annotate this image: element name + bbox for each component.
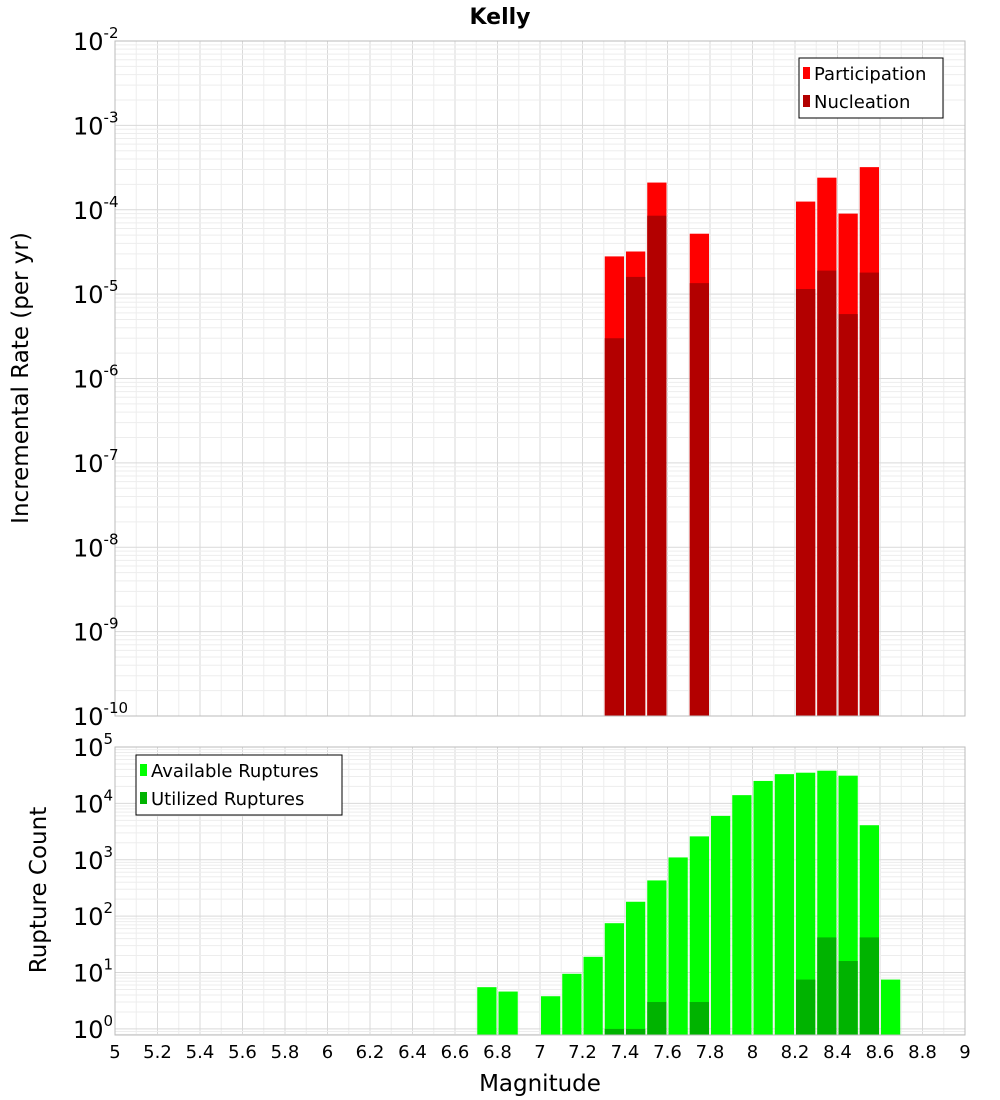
x-tick-label: 5.2 — [143, 1042, 172, 1063]
x-tick-label: 7.6 — [653, 1042, 682, 1063]
bar — [753, 780, 773, 1035]
x-tick-label: 7.2 — [568, 1042, 597, 1063]
bar — [541, 996, 561, 1035]
x-tick-label: 8.4 — [823, 1042, 852, 1063]
bar — [732, 795, 752, 1035]
x-tick-label: 6.2 — [356, 1042, 385, 1063]
y-tick-label: 104 — [73, 786, 113, 818]
bar — [626, 276, 646, 716]
x-tick-label: 8.8 — [908, 1042, 937, 1063]
bar — [498, 991, 518, 1035]
bar — [668, 857, 688, 1035]
y-tick-label: 102 — [73, 899, 113, 931]
bar — [838, 314, 858, 716]
bar — [647, 880, 667, 1035]
bar — [796, 979, 816, 1035]
bar — [626, 1028, 646, 1035]
legend: Participation Nucleation — [798, 57, 944, 119]
x-axis-label: Magnitude — [479, 1071, 601, 1097]
bar — [796, 772, 816, 1035]
legend-swatch — [803, 67, 810, 79]
bar — [817, 937, 837, 1035]
bar — [689, 836, 709, 1035]
bar — [817, 270, 837, 716]
top-y-axis-label: Incremental Rate (per yr) — [8, 232, 34, 524]
bar — [647, 215, 667, 717]
bar — [689, 283, 709, 716]
bar — [604, 1028, 624, 1035]
x-tick-label: 8.6 — [866, 1042, 895, 1063]
bar — [796, 289, 816, 716]
legend: Available Ruptures Utilized Ruptures — [135, 754, 343, 816]
x-tick-label: 8 — [747, 1042, 758, 1063]
y-tick-label: 10-5 — [73, 277, 119, 309]
legend-box — [135, 754, 343, 816]
legend-swatch — [140, 764, 147, 776]
bar — [881, 979, 901, 1035]
y-tick-label: 10-4 — [73, 193, 119, 225]
y-tick-label: 101 — [73, 956, 113, 988]
x-tick-label: 6.6 — [441, 1042, 470, 1063]
y-tick-label: 105 — [73, 730, 113, 762]
bar — [689, 1002, 709, 1035]
y-tick-label: 100 — [73, 1012, 113, 1044]
bar — [604, 338, 624, 716]
y-tick-label: 103 — [73, 843, 113, 875]
grid-lines — [114, 41, 966, 717]
series-nucleation — [604, 215, 879, 717]
y-tick-label: 10-3 — [73, 108, 119, 140]
bar — [711, 815, 731, 1035]
plot-frame — [114, 40, 966, 717]
bar — [604, 923, 624, 1035]
x-tick-label: 7.8 — [696, 1042, 725, 1063]
y-tick-label: 10-10 — [73, 699, 128, 731]
x-tick-label: 9 — [959, 1042, 970, 1063]
x-tick-label: 6.8 — [483, 1042, 512, 1063]
bar — [626, 901, 646, 1035]
x-tick-label: 5 — [109, 1042, 120, 1063]
plot-frame — [114, 746, 966, 1036]
y-tick-labels: 105 104 103 102 101 100 — [73, 730, 113, 1044]
x-tick-label: 7.4 — [611, 1042, 640, 1063]
bar — [583, 956, 603, 1035]
chart-title: Kelly — [469, 5, 530, 30]
legend-label: Available Ruptures — [151, 761, 319, 782]
y-tick-label: 10-2 — [73, 24, 119, 56]
bottom-y-axis-label: Rupture Count — [26, 807, 52, 973]
y-tick-label: 10-6 — [73, 362, 119, 394]
legend-box — [798, 57, 944, 119]
x-tick-label: 6 — [322, 1042, 333, 1063]
legend-label: Utilized Ruptures — [151, 789, 304, 810]
bar — [562, 973, 582, 1035]
x-tick-label: 5.4 — [186, 1042, 215, 1063]
legend-swatch — [140, 792, 147, 804]
bar — [859, 272, 879, 716]
x-tick-label: 5.8 — [271, 1042, 300, 1063]
x-tick-labels: 5 5.2 5.4 5.6 5.8 6 6.2 6.4 6.6 6.8 7 7.2 7.4 7.6 7.8 8… — [109, 1042, 970, 1063]
x-tick-label: 7 — [534, 1042, 545, 1063]
y-tick-label: 10-9 — [73, 615, 119, 647]
x-tick-label: 5.6 — [228, 1042, 257, 1063]
legend-label: Participation — [814, 64, 926, 85]
participation-nucleation-panel: 10-2 10-3 10-4 10-5 10-6 10-7 10-8 10-9 10-10 Par… — [73, 24, 966, 731]
legend-swatch — [803, 95, 810, 107]
bar — [774, 774, 794, 1035]
bar — [647, 1002, 667, 1035]
bar — [859, 937, 879, 1035]
x-tick-label: 6.4 — [398, 1042, 427, 1063]
series-utilized-ruptures — [604, 937, 879, 1035]
bar — [477, 987, 497, 1035]
bar — [838, 961, 858, 1035]
y-tick-label: 10-8 — [73, 530, 119, 562]
legend-label: Nucleation — [814, 92, 910, 113]
y-tick-labels: 10-2 10-3 10-4 10-5 10-6 10-7 10-8 10-9 10-10 — [73, 24, 128, 731]
y-tick-label: 10-7 — [73, 446, 119, 478]
x-tick-label: 8.2 — [781, 1042, 810, 1063]
